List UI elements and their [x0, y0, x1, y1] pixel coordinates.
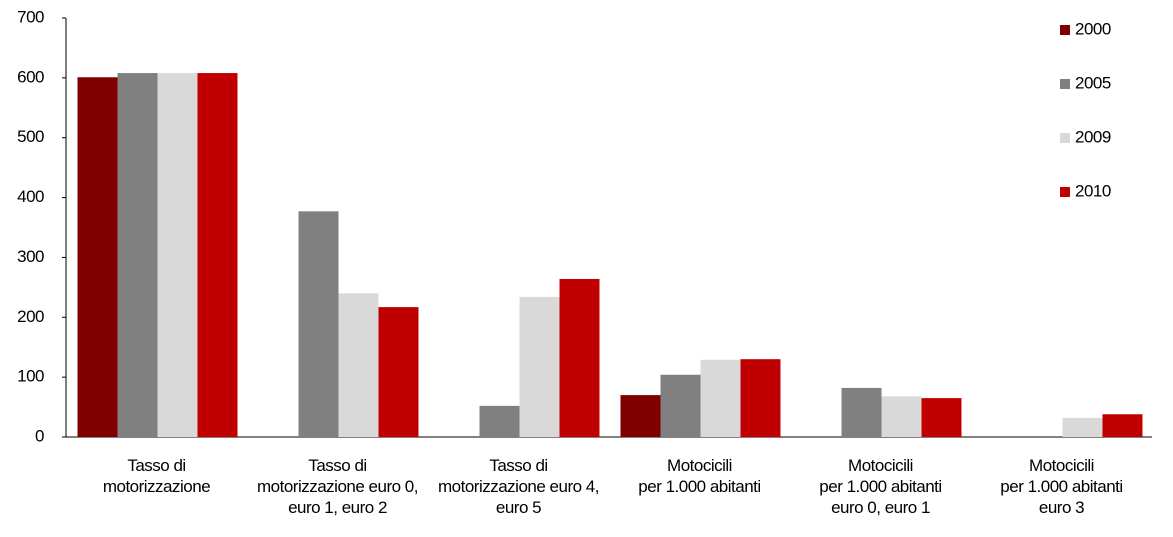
legend-swatch	[1060, 133, 1070, 143]
bar	[338, 293, 379, 437]
bar	[77, 77, 118, 437]
x-tick-label: Motocicili per 1.000 abitanti euro 3	[1000, 456, 1123, 517]
y-tick-label: 200	[17, 307, 44, 326]
bar	[378, 307, 419, 437]
bar	[559, 278, 600, 437]
bar	[157, 73, 198, 437]
y-tick-label: 600	[17, 67, 44, 86]
x-tick-label: Motocicili per 1.000 abitanti euro 0, eu…	[819, 456, 942, 517]
legend-swatch	[1060, 25, 1070, 35]
bar	[660, 374, 701, 437]
legend-label: 2005	[1075, 73, 1111, 92]
x-tick-label: Tasso di motorizzazione euro 4, euro 5	[438, 456, 599, 517]
bar	[1062, 417, 1103, 437]
x-tick-label: Motocicili per 1.000 abitanti	[638, 456, 761, 496]
bar	[479, 405, 520, 437]
bar	[298, 211, 339, 437]
x-tick-label: Tasso di motorizzazione	[102, 456, 211, 496]
legend-label: 2000	[1075, 19, 1111, 38]
legend-label: 2009	[1075, 127, 1111, 146]
bar	[700, 359, 741, 437]
y-tick-label: 0	[35, 426, 44, 445]
y-tick-label: 400	[17, 187, 44, 206]
bar	[921, 398, 962, 437]
bar	[1102, 414, 1143, 437]
legend-label: 2010	[1075, 181, 1111, 200]
bar	[117, 73, 158, 437]
legend-swatch	[1060, 187, 1070, 197]
bar	[519, 296, 560, 437]
bar	[881, 396, 922, 437]
y-tick-label: 500	[17, 127, 44, 146]
bar	[620, 395, 661, 437]
legend-swatch	[1060, 79, 1070, 89]
y-tick-label: 300	[17, 247, 44, 266]
y-tick-label: 100	[17, 367, 44, 386]
bar	[740, 359, 781, 437]
bar	[841, 387, 882, 437]
bar	[197, 73, 238, 437]
x-tick-label: Tasso di motorizzazione euro 0, euro 1, …	[257, 456, 418, 517]
y-tick-label: 700	[17, 7, 44, 26]
